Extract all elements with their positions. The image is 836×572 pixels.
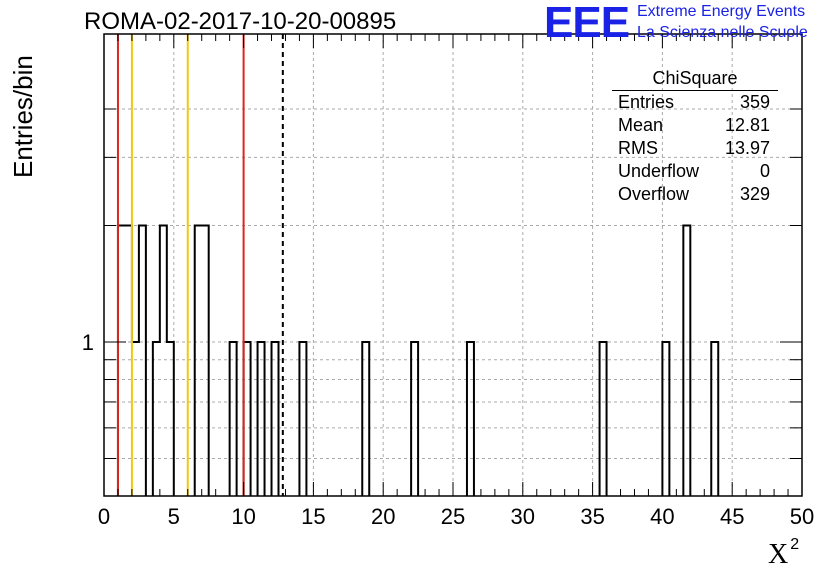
- eee-logo: EEE: [544, 0, 630, 47]
- stats-label: RMS: [618, 138, 658, 158]
- x-tick-label: 35: [580, 504, 604, 529]
- stats-value: 13.97: [724, 138, 770, 158]
- histogram-bin: [256, 341, 266, 496]
- histogram-bin: [465, 341, 475, 496]
- histogram-bin: [710, 341, 720, 496]
- histogram-bin: [598, 341, 608, 496]
- stats-label: Overflow: [618, 184, 690, 204]
- x-tick-label: 30: [511, 504, 535, 529]
- stats-label: Underflow: [618, 161, 700, 181]
- x-tick-label: 20: [371, 504, 395, 529]
- x-tick-label: 10: [231, 504, 255, 529]
- histogram-bin: [298, 341, 308, 496]
- x-tick-label: 0: [98, 504, 110, 529]
- y-axis-label: Entries/bin: [8, 55, 38, 178]
- stats-value: 329: [739, 184, 770, 204]
- histogram-bin: [410, 341, 420, 496]
- x-tick-label: 5: [168, 504, 180, 529]
- stats-label: Entries: [618, 92, 675, 112]
- stats-row-rms: RMS 13.97: [612, 137, 778, 160]
- reference-lines: [116, 34, 284, 496]
- stats-box: ChiSquare Entries 359 Mean 12.81 RMS 13.…: [612, 66, 778, 206]
- stats-row-overflow: Overflow 329: [612, 183, 778, 206]
- x-tick-label: 45: [720, 504, 744, 529]
- stats-row-underflow: Underflow 0: [612, 160, 778, 183]
- axis-ticks: 0 5 10 15 20 25 30 35 40 45 50 1: [82, 34, 814, 529]
- x-tick-label: 50: [790, 504, 814, 529]
- histogram-bin: [361, 341, 371, 496]
- histogram-bin: [228, 341, 238, 496]
- histogram-bin: [661, 341, 671, 496]
- stats-value: 0: [759, 161, 770, 181]
- stats-value: 12.81: [724, 115, 770, 135]
- x-axis-symbol: X: [768, 539, 789, 570]
- logo-line-2: La Scienza nelle Scuole: [637, 24, 808, 41]
- histogram-bin: [270, 341, 280, 496]
- stats-label: Mean: [618, 115, 664, 135]
- x-tick-label: 15: [301, 504, 325, 529]
- stats-row-mean: Mean 12.81: [612, 114, 778, 137]
- stats-row-entries: Entries 359: [612, 91, 778, 114]
- y-tick-label: 1: [82, 330, 94, 355]
- x-tick-label: 25: [441, 504, 465, 529]
- x-axis-superscript: 2: [790, 536, 800, 553]
- histogram-bin: [193, 224, 210, 496]
- chart-title: ROMA-02-2017-10-20-00895: [84, 8, 397, 35]
- stats-title: ChiSquare: [612, 66, 778, 91]
- stats-value: 359: [739, 92, 770, 112]
- logo-line-1: Extreme Energy Events: [637, 3, 806, 20]
- histogram-bin: [242, 341, 252, 496]
- x-tick-label: 40: [650, 504, 674, 529]
- histogram-bin: [151, 224, 175, 496]
- histogram-bins: [116, 224, 720, 496]
- histogram-bin: [682, 224, 692, 496]
